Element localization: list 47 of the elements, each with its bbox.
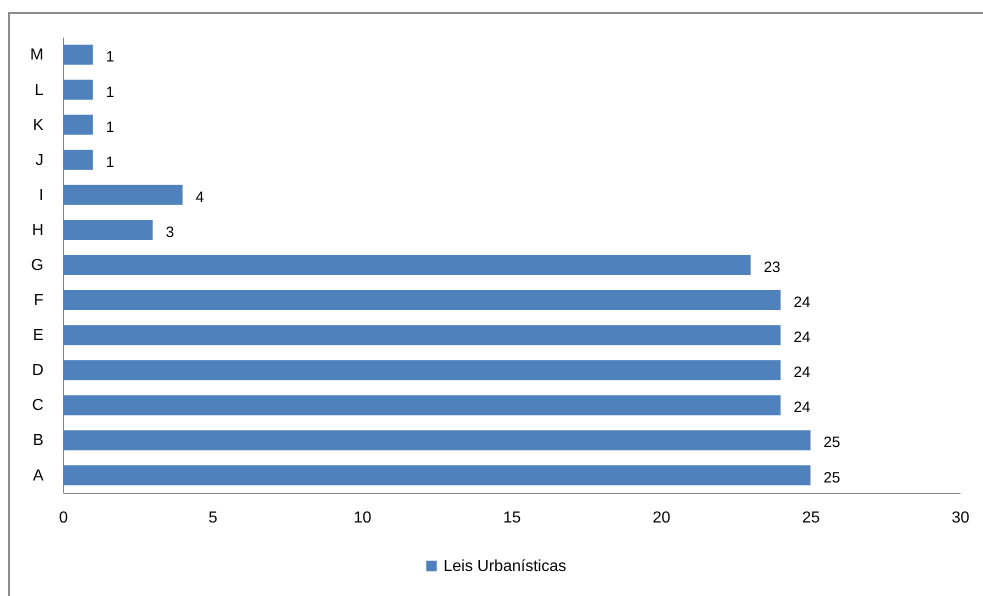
bar: [63, 430, 810, 450]
bar: [63, 150, 93, 170]
bar: [63, 80, 93, 100]
bar: [63, 220, 153, 240]
y-tick-label: G: [31, 257, 44, 274]
bar: [63, 44, 93, 65]
y-tick-label: K: [32, 116, 44, 134]
bar: [63, 184, 183, 205]
y-tick-label: C: [32, 397, 44, 414]
data-label: 24: [794, 399, 810, 416]
x-tick-label: 5: [208, 510, 218, 526]
x-tick-label: 10: [354, 510, 372, 526]
x-tick-label: 15: [503, 510, 521, 526]
data-label: 1: [106, 84, 114, 101]
y-tick-label: H: [32, 222, 44, 239]
y-tick-label: L: [34, 82, 44, 99]
x-tick-label: 25: [802, 510, 820, 526]
y-tick-label: F: [34, 292, 44, 310]
x-tick-label: 30: [952, 510, 970, 526]
bar: [63, 255, 751, 275]
data-label: 1: [106, 48, 114, 66]
data-label: 23: [764, 259, 780, 276]
bar: [63, 395, 781, 416]
y-tick-label: B: [32, 432, 44, 450]
x-tick-label: 0: [59, 510, 68, 526]
bar: [63, 465, 810, 486]
data-label: 4: [196, 188, 204, 206]
data-label: 1: [106, 118, 114, 136]
bar: [63, 360, 781, 380]
y-tick-label: D: [32, 362, 44, 380]
y-tick-label: M: [30, 46, 44, 64]
y-tick-label: E: [32, 327, 44, 344]
y-tick-label: I: [39, 186, 44, 204]
data-label: 24: [794, 294, 810, 312]
data-label: 3: [166, 224, 174, 241]
data-label: 24: [794, 364, 810, 382]
y-tick-label: J: [36, 152, 44, 169]
data-label: 24: [794, 329, 810, 346]
bar: [63, 290, 781, 310]
data-label: 25: [824, 434, 840, 452]
data-label: 25: [824, 469, 840, 486]
bar: [63, 325, 781, 346]
legend-label: Leis Urbanísticas: [444, 558, 566, 575]
data-label: 1: [106, 154, 114, 171]
y-tick-label: A: [32, 467, 44, 484]
x-tick-label: 20: [652, 510, 670, 526]
bar: [63, 114, 93, 135]
